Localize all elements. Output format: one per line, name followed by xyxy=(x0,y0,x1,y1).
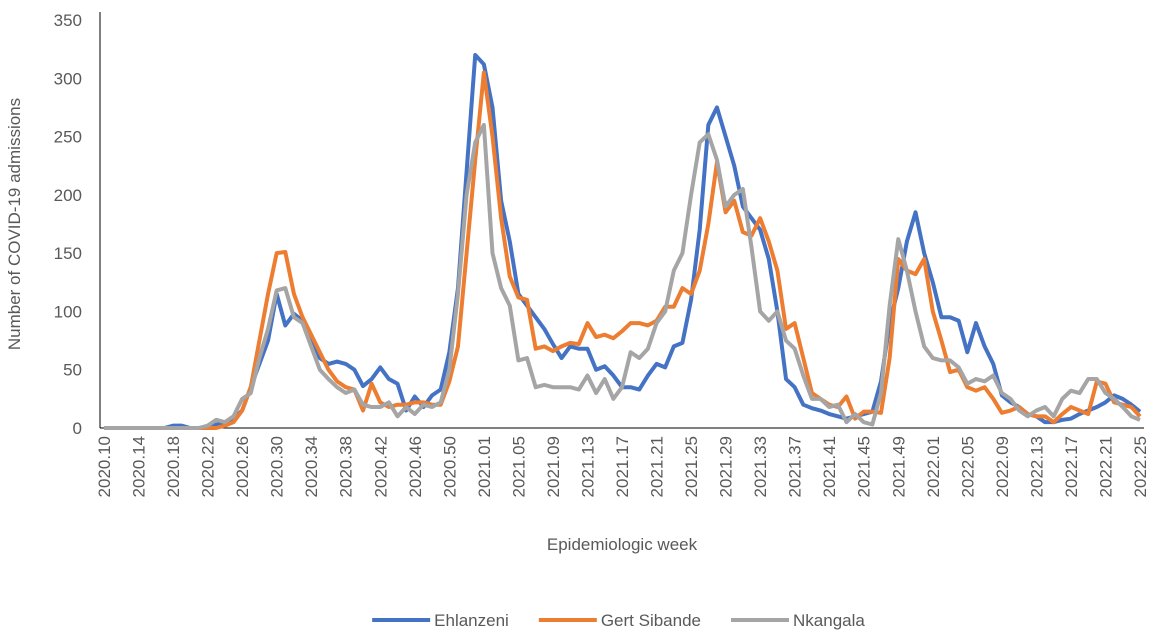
y-tick-label: 300 xyxy=(54,69,82,88)
x-tick-label: 2021.21 xyxy=(648,436,667,497)
x-tick-label: 2022.17 xyxy=(1062,436,1081,497)
x-tick-label: 2020.22 xyxy=(199,436,218,497)
y-tick-label: 350 xyxy=(54,11,82,30)
series-line xyxy=(104,70,1142,430)
series-line xyxy=(104,52,1142,430)
x-tick-label: 2021.49 xyxy=(889,436,908,497)
x-tick-label: 2021.41 xyxy=(820,436,839,497)
series-line xyxy=(104,122,1141,430)
legend-label: Nkangala xyxy=(793,611,865,630)
x-tick-label: 2022.09 xyxy=(993,436,1012,497)
legend-label: Gert Sibande xyxy=(601,611,701,630)
x-tick-label: 2021.09 xyxy=(544,436,563,497)
x-tick-label: 2020.42 xyxy=(371,436,390,497)
y-tick-label: 200 xyxy=(54,186,82,205)
x-tick-label: 2020.18 xyxy=(164,436,183,497)
y-tick-label: 150 xyxy=(54,244,82,263)
x-tick-label: 2021.01 xyxy=(475,436,494,497)
x-tick-label: 2021.05 xyxy=(509,436,528,497)
x-tick-label: 2020.14 xyxy=(130,436,149,497)
x-tick-label: 2022.21 xyxy=(1096,436,1115,497)
legend-label: Ehlanzeni xyxy=(434,611,509,630)
x-tick-label: 2021.25 xyxy=(682,436,701,497)
x-tick-label: 2020.30 xyxy=(268,436,287,497)
x-tick-label: 2022.13 xyxy=(1027,436,1046,497)
x-tick-label: 2020.10 xyxy=(95,436,114,497)
x-tick-label: 2021.29 xyxy=(717,436,736,497)
x-tick-label: 2021.37 xyxy=(786,436,805,497)
x-tick-label: 2020.26 xyxy=(233,436,252,497)
x-tick-label: 2022.01 xyxy=(924,436,943,497)
x-tick-label: 2020.50 xyxy=(440,436,459,497)
y-tick-label: 50 xyxy=(63,361,82,380)
y-tick-label: 100 xyxy=(54,302,82,321)
x-tick-label: 2022.25 xyxy=(1131,436,1150,497)
x-tick-label: 2021.33 xyxy=(751,436,770,497)
x-tick-label: 2020.34 xyxy=(302,436,321,497)
x-tick-label: 2021.17 xyxy=(613,436,632,497)
y-tick-label: 250 xyxy=(54,128,82,147)
x-tick-label: 2022.05 xyxy=(958,436,977,497)
y-axis-title: Number of COVID-19 admissions xyxy=(5,98,24,350)
x-axis-title: Epidemiologic week xyxy=(547,535,698,554)
x-tick-label: 2020.38 xyxy=(337,436,356,497)
x-tick-label: 2021.45 xyxy=(855,436,874,497)
y-tick-label: 0 xyxy=(73,419,82,438)
x-tick-label: 2020.46 xyxy=(406,436,425,497)
x-tick-label: 2021.13 xyxy=(578,436,597,497)
